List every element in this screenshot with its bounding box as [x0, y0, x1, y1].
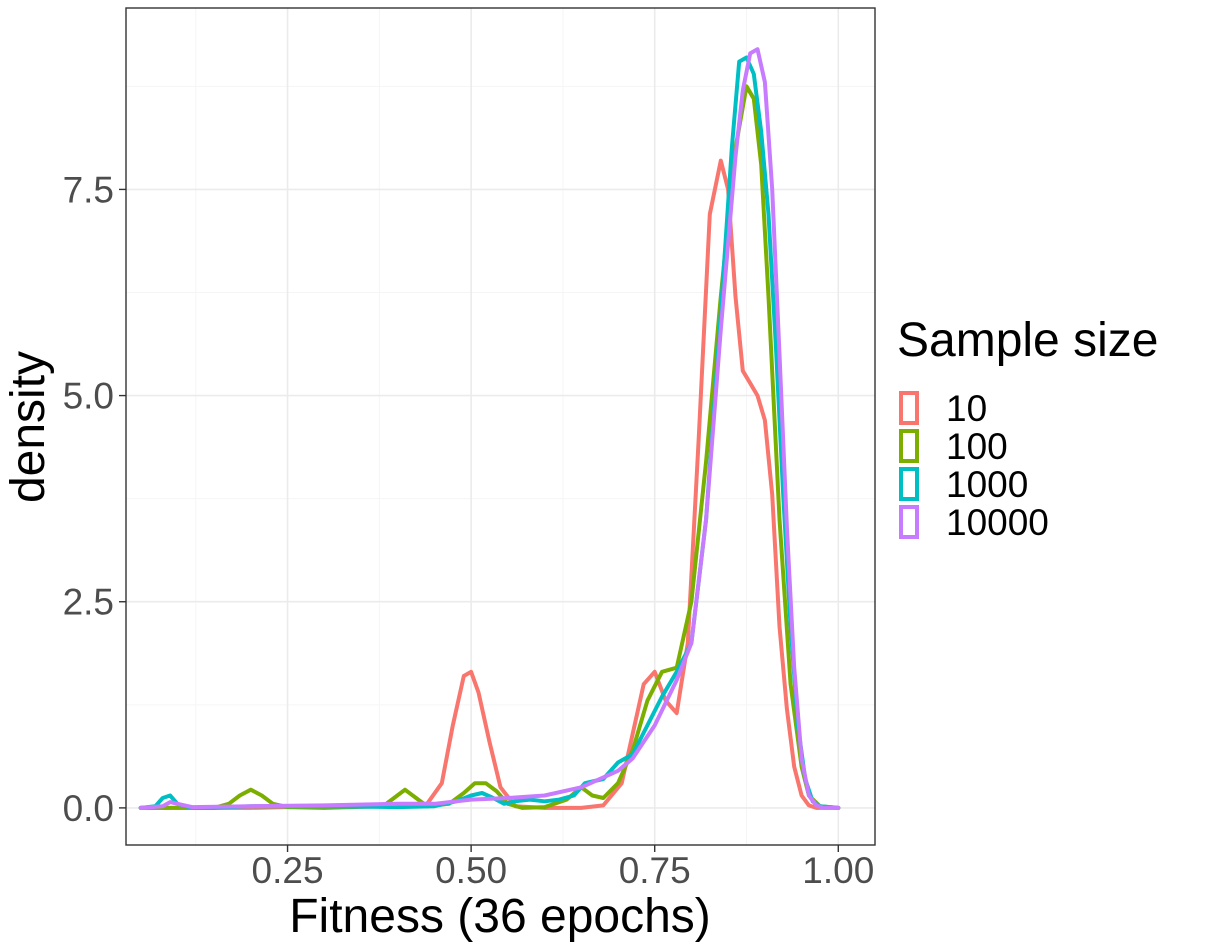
legend-key-10 [899, 391, 919, 425]
x-axis-ticks: 0.25 0.50 0.75 1.00 [252, 845, 874, 891]
legend-key-100 [899, 429, 919, 463]
x-tick-label: 0.50 [435, 850, 507, 891]
y-tick-label: 0.0 [63, 788, 114, 829]
x-tick-label: 1.00 [802, 850, 874, 891]
legend-label-10: 10 [946, 388, 987, 429]
legend-label-100: 100 [946, 426, 1008, 467]
legend-title: Sample size [897, 314, 1158, 367]
y-axis-ticks: 0.0 2.5 5.0 7.5 [63, 169, 126, 829]
series-line-10000 [138, 47, 841, 810]
panel-background [126, 8, 875, 845]
y-axis-title: density [2, 351, 55, 503]
x-axis-title: Fitness (36 epochs) [289, 890, 711, 943]
x-tick-label: 0.75 [619, 850, 691, 891]
y-tick-label: 2.5 [63, 582, 114, 623]
legend-label-1000: 1000 [946, 464, 1028, 505]
y-tick-label: 7.5 [63, 169, 114, 210]
series-lines [138, 47, 841, 810]
legend-label-10000: 10000 [946, 502, 1049, 543]
grid [126, 8, 875, 845]
legend-key-10000 [899, 505, 919, 539]
panel-border [125, 7, 876, 846]
series-line-10 [138, 158, 841, 810]
x-tick-label: 0.25 [252, 850, 324, 891]
legend-key-1000 [899, 467, 919, 501]
y-tick-label: 5.0 [63, 376, 114, 417]
